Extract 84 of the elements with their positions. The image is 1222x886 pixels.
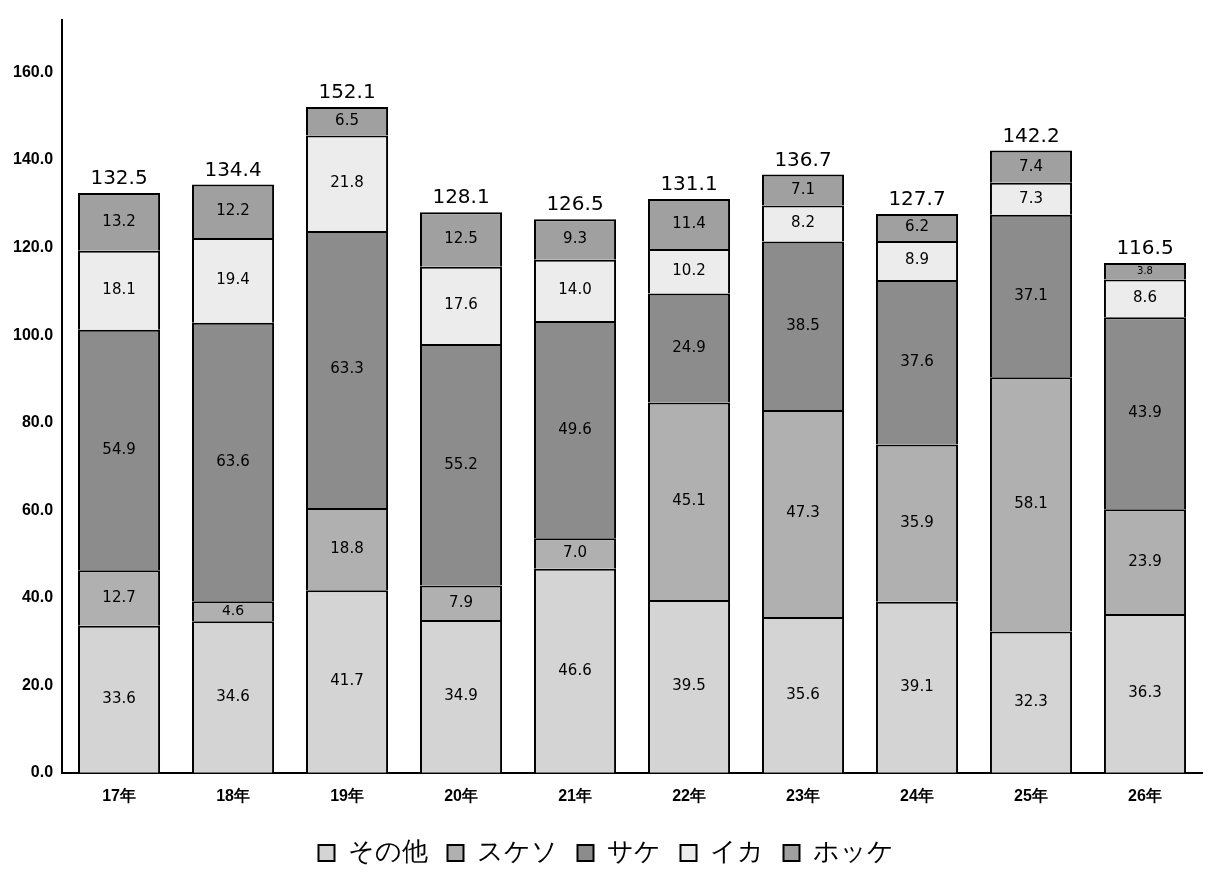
data-label: 58.1 [1014, 494, 1048, 513]
data-label: 24.9 [672, 337, 706, 356]
data-label: 35.9 [900, 513, 934, 531]
data-label: 21.8 [330, 173, 364, 192]
data-label: 37.6 [900, 352, 934, 371]
data-label: 43.9 [1128, 403, 1162, 422]
x-tick-label: 18年 [216, 786, 250, 804]
data-label: 38.5 [786, 315, 820, 334]
x-tick-label: 21年 [558, 786, 592, 804]
data-label: 47.3 [786, 503, 820, 522]
y-tick-label: 80.0 [21, 413, 54, 431]
data-label: 39.5 [672, 676, 706, 695]
data-label: 54.9 [102, 439, 136, 458]
total-label: 127.7 [888, 186, 946, 211]
y-tick-label: 120.0 [12, 238, 54, 255]
data-label: 7.9 [449, 592, 473, 611]
y-tick-label: 60.0 [21, 500, 54, 518]
data-label: 17.6 [444, 295, 478, 314]
total-label: 152.1 [318, 79, 376, 104]
data-label: 49.6 [558, 419, 592, 438]
data-label: 18.8 [330, 539, 364, 558]
total-label: 131.1 [660, 171, 718, 196]
data-label: 8.6 [1133, 288, 1157, 307]
data-label: 12.2 [216, 201, 250, 220]
data-label: 9.3 [563, 229, 587, 248]
total-label: 134.4 [204, 156, 262, 181]
total-label: 116.5 [1116, 235, 1174, 260]
x-tick-label: 17年 [102, 786, 136, 804]
y-tick-label: 40.0 [21, 588, 54, 606]
data-label: 3.8 [1137, 264, 1153, 276]
y-tick-label: 160.0 [12, 62, 54, 80]
legend-label: サケ [606, 836, 661, 867]
data-label: 13.2 [102, 211, 136, 230]
data-label: 45.1 [672, 491, 706, 510]
data-label: 23.9 [1128, 551, 1162, 570]
y-tick-label: 20.0 [21, 675, 54, 693]
x-tick-label: 19年 [330, 786, 364, 804]
legend-label: ホッケ [812, 836, 894, 867]
data-label: 63.6 [216, 451, 250, 470]
data-label: 11.4 [672, 213, 706, 232]
y-tick-label: 140.0 [12, 150, 54, 168]
x-tick-label: 26年 [1128, 786, 1162, 804]
x-tick-label: 23年 [786, 786, 820, 804]
data-label: 55.2 [444, 454, 478, 473]
data-label: 34.9 [444, 686, 478, 705]
x-tick-label: 25年 [1014, 786, 1048, 804]
legend-label: イカ [709, 836, 764, 867]
data-label: 41.7 [330, 671, 364, 690]
data-label: 14.0 [558, 280, 592, 299]
data-label: 37.1 [1014, 285, 1048, 304]
total-label: 132.5 [90, 165, 148, 190]
data-label: 63.3 [330, 359, 364, 378]
data-label: 7.3 [1019, 188, 1043, 207]
data-label: 12.7 [102, 587, 136, 606]
data-label: 35.6 [786, 684, 820, 703]
legend-label: その他 [347, 836, 428, 867]
data-label: 10.2 [672, 261, 706, 280]
data-label: 36.3 [1128, 683, 1162, 702]
data-label: 4.6 [221, 601, 245, 618]
legend-label: スケソ [476, 836, 558, 867]
data-label: 39.1 [900, 677, 934, 696]
data-label: 34.6 [216, 686, 250, 705]
data-label: 8.2 [791, 213, 815, 232]
y-tick-label: 0.0 [30, 763, 54, 781]
data-label: 33.6 [102, 689, 136, 708]
y-tick-label: 100.0 [12, 325, 54, 343]
total-label: 136.7 [774, 146, 832, 171]
total-label: 142.2 [1002, 122, 1060, 147]
data-label: 7.0 [563, 543, 587, 562]
total-label: 128.1 [432, 184, 490, 209]
x-tick-label: 20年 [444, 786, 478, 804]
data-label: 19.4 [216, 270, 250, 289]
data-label: 7.4 [1019, 156, 1043, 175]
x-tick-label: 22年 [672, 786, 706, 804]
data-label: 7.1 [791, 179, 815, 198]
data-label: 18.1 [102, 280, 136, 299]
data-label: 8.9 [905, 250, 929, 269]
data-label: 12.5 [444, 229, 478, 248]
data-label: 32.3 [1014, 692, 1048, 711]
x-tick-label: 24年 [900, 786, 934, 804]
data-label: 6.2 [905, 217, 929, 236]
total-label: 126.5 [546, 191, 604, 216]
data-label: 6.5 [335, 111, 359, 130]
data-label: 46.6 [558, 660, 592, 679]
